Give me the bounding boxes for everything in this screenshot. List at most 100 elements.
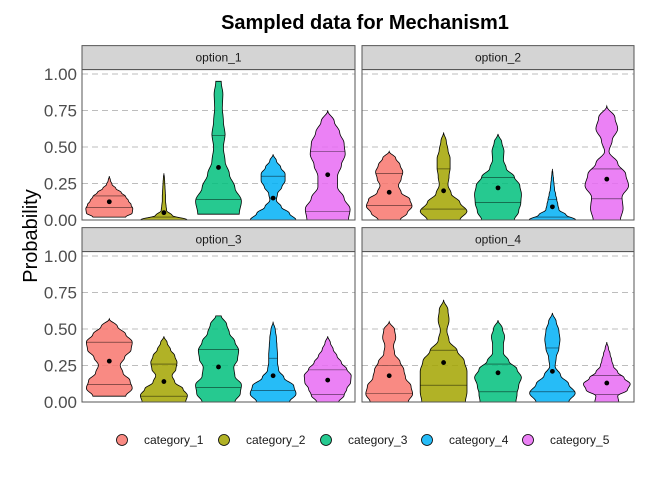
mean-point [325, 377, 331, 383]
y-tick-label: 0.50 [44, 320, 77, 339]
mean-point [216, 165, 221, 170]
mean-point [441, 188, 446, 194]
mean-point [161, 210, 167, 216]
violin-category_4 [249, 321, 297, 403]
violin-category_3 [195, 315, 242, 403]
y-tick-label: 1.00 [44, 247, 77, 266]
violin-body [303, 336, 352, 403]
facet-strip [361, 45, 635, 71]
y-tick-label: 0.00 [44, 393, 77, 412]
y-tick-label: 0.00 [44, 211, 77, 230]
violin-category_4 [249, 154, 297, 221]
mean-point [270, 195, 276, 201]
legend-item-category_5: category_5 [522, 433, 610, 447]
facet-strip [81, 227, 356, 253]
legend-key [522, 434, 534, 446]
violin-body [85, 317, 133, 397]
violin-category_1 [85, 317, 133, 397]
legend-label: category_1 [144, 433, 204, 447]
violin-body [582, 342, 631, 403]
violin-category_2 [419, 132, 468, 221]
legend-label: category_5 [550, 433, 610, 447]
mean-point [386, 373, 392, 379]
violin-body [584, 104, 630, 221]
violin-body [474, 320, 522, 403]
legend-label: category_3 [348, 433, 408, 447]
violin-category_3 [474, 133, 522, 221]
violin-category_2 [139, 336, 188, 403]
facet-strip-label: option_1 [195, 51, 241, 65]
facet-panels: option_10.000.250.500.751.00option_2opti… [44, 45, 635, 412]
mean-point [106, 358, 112, 364]
violin-category_3 [474, 320, 522, 403]
violin-body [528, 168, 577, 221]
legend-key [116, 434, 128, 446]
violin-category_1 [85, 176, 134, 218]
violin-body [365, 150, 413, 221]
violin-category_4 [528, 168, 577, 221]
facet-strip-label: option_3 [195, 233, 241, 247]
violin-category_1 [365, 150, 413, 221]
panel-border [361, 251, 635, 403]
legend-label: category_2 [246, 433, 306, 447]
facet-strip-label: option_4 [475, 233, 521, 247]
mean-point [550, 204, 555, 210]
legend-key [320, 434, 332, 446]
violin-body [304, 110, 351, 221]
violin-category_5 [582, 342, 631, 403]
mean-point [161, 379, 167, 384]
chart-title: Sampled data for Mechanism1 [221, 12, 509, 34]
violin-body [85, 176, 134, 218]
facet-strip [81, 45, 356, 71]
panel-border [361, 69, 635, 221]
y-tick-label: 0.25 [44, 175, 77, 194]
violin-body [139, 173, 189, 221]
mean-point [604, 380, 610, 386]
mean-point [106, 199, 112, 205]
legend-item-category_1: category_1 [116, 433, 204, 447]
facet-option_1: option_1 0.00 0.25 0.50 0.75 1.00 [44, 45, 356, 230]
y-tick-label: 1.00 [44, 65, 77, 84]
panel-border [81, 69, 356, 221]
violin-body [529, 312, 576, 403]
mean-point [216, 364, 221, 370]
mean-point [495, 370, 501, 376]
mean-point [550, 368, 555, 374]
facet-option_4: option_4 [361, 227, 635, 403]
y-axis-label: Probability [20, 189, 42, 282]
violin-body [474, 133, 522, 221]
violin-body [419, 299, 468, 403]
mean-point [441, 360, 446, 365]
y-tick-label: 0.25 [44, 357, 77, 376]
mean-point [495, 185, 501, 191]
y-tick-label: 0.75 [44, 284, 77, 303]
mean-point [270, 373, 276, 379]
violin-category_1 [365, 320, 414, 403]
legend-key [218, 434, 230, 446]
legend-label: category_4 [449, 433, 509, 447]
mean-point [386, 189, 392, 195]
violin-body [195, 80, 242, 215]
violin-body [139, 336, 188, 403]
facet-option_2: option_2 [361, 45, 635, 221]
violin-body [249, 154, 297, 221]
violin-category_4 [529, 312, 576, 403]
legend: category_1 category_2 category_3 category_4… [116, 433, 610, 447]
violin-body [419, 132, 468, 221]
legend-item-category_4: category_4 [421, 433, 509, 447]
mean-point [604, 176, 610, 182]
legend-item-category_2: category_2 [218, 433, 306, 447]
violin-body [365, 320, 414, 403]
y-tick-label: 0.75 [44, 102, 77, 121]
violin-category_3 [195, 80, 242, 215]
violin-body [249, 321, 297, 403]
legend-item-category_3: category_3 [320, 433, 408, 447]
panel-border [81, 251, 356, 403]
violin-category_5 [304, 110, 351, 221]
facet-strip-label: option_2 [475, 51, 521, 65]
violin-category_5 [303, 336, 352, 403]
y-tick-label: 0.50 [44, 138, 77, 157]
violin-body [195, 315, 242, 403]
violin-category_5 [584, 104, 630, 221]
